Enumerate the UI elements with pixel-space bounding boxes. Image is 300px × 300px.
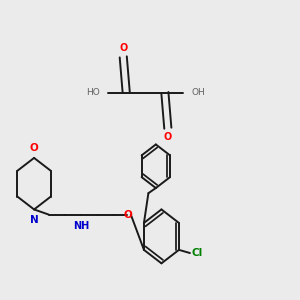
Text: N: N bbox=[30, 215, 38, 225]
Text: HO: HO bbox=[86, 88, 100, 97]
Text: OH: OH bbox=[192, 88, 206, 97]
Text: O: O bbox=[124, 210, 132, 220]
Text: O: O bbox=[119, 43, 128, 53]
Text: O: O bbox=[30, 143, 38, 153]
Text: O: O bbox=[164, 132, 172, 142]
Text: NH: NH bbox=[74, 221, 90, 231]
Text: Cl: Cl bbox=[191, 248, 203, 258]
